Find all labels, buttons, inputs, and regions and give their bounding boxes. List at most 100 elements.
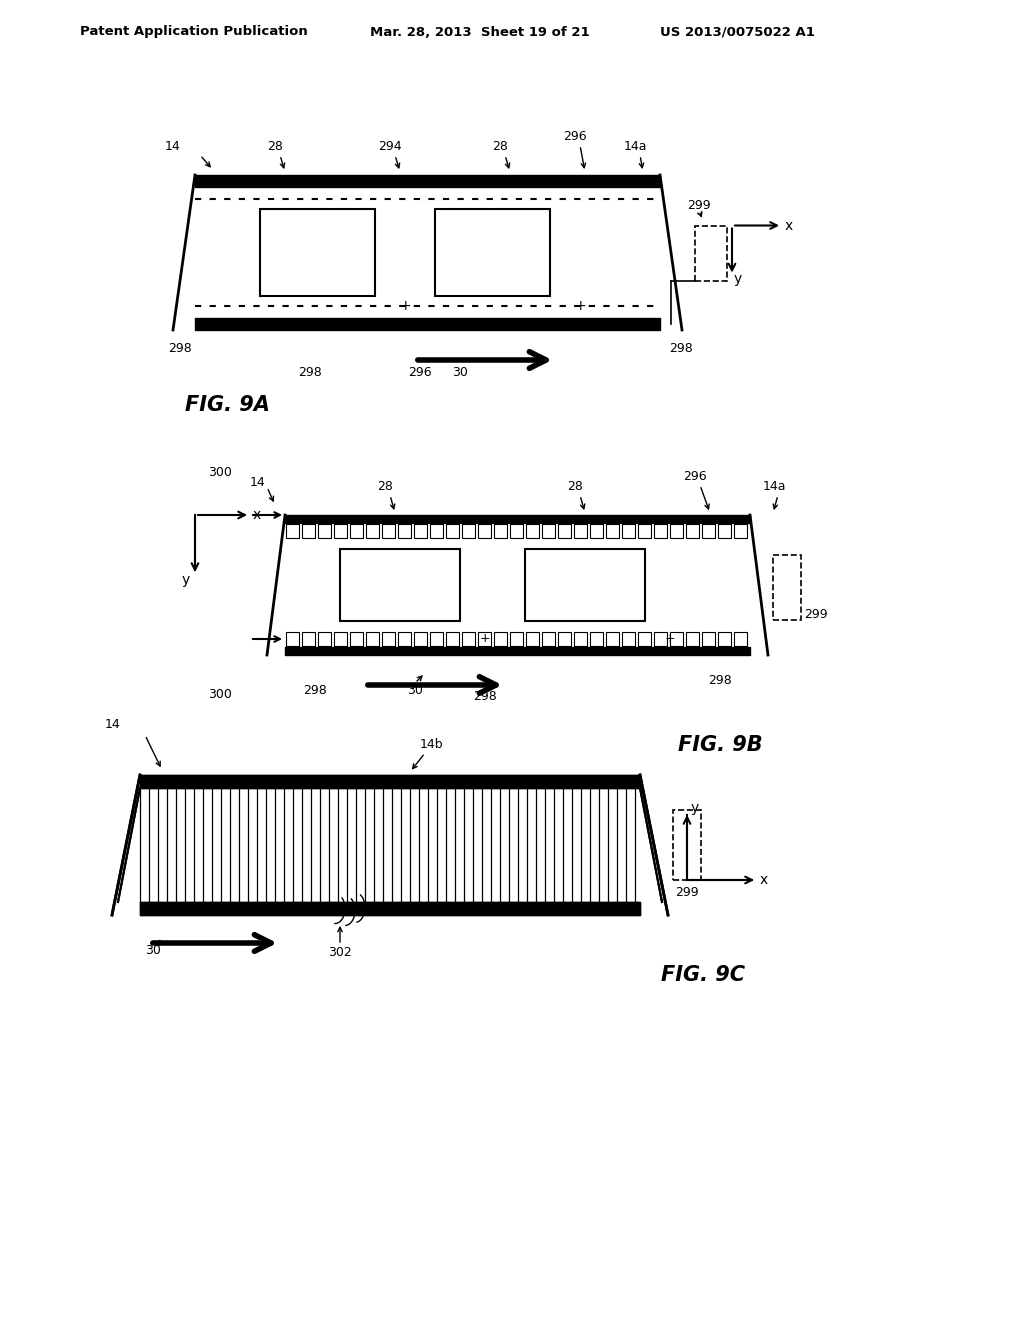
Text: y: y bbox=[181, 573, 190, 587]
Bar bbox=[702, 632, 715, 645]
Text: 300: 300 bbox=[208, 466, 232, 479]
Bar bbox=[398, 632, 411, 645]
Text: 28: 28 bbox=[493, 140, 508, 153]
Text: 30: 30 bbox=[145, 944, 161, 957]
Bar bbox=[414, 524, 427, 539]
Bar bbox=[702, 524, 715, 539]
Text: 14a: 14a bbox=[624, 140, 647, 153]
Bar bbox=[462, 524, 475, 539]
Bar bbox=[398, 524, 411, 539]
Text: FIG. 9A: FIG. 9A bbox=[185, 395, 270, 414]
Bar bbox=[302, 524, 315, 539]
Bar bbox=[622, 632, 635, 645]
Text: x: x bbox=[253, 508, 261, 521]
Bar bbox=[350, 524, 362, 539]
Text: FIG. 9C: FIG. 9C bbox=[660, 965, 745, 985]
Text: 299: 299 bbox=[687, 199, 711, 213]
Text: y: y bbox=[691, 801, 699, 814]
Bar bbox=[670, 524, 683, 539]
Bar bbox=[718, 524, 731, 539]
Bar bbox=[302, 632, 315, 645]
Bar bbox=[542, 632, 555, 645]
Bar bbox=[654, 524, 667, 539]
Text: 298: 298 bbox=[669, 342, 693, 355]
Bar bbox=[366, 524, 379, 539]
Text: 294: 294 bbox=[378, 140, 401, 153]
Text: +: + bbox=[479, 632, 490, 645]
Bar bbox=[430, 632, 443, 645]
Bar bbox=[558, 632, 571, 645]
Text: x: x bbox=[760, 873, 768, 887]
Bar bbox=[382, 524, 395, 539]
Polygon shape bbox=[640, 775, 668, 915]
Bar bbox=[526, 524, 539, 539]
Bar bbox=[430, 524, 443, 539]
Text: 299: 299 bbox=[804, 609, 827, 622]
Bar bbox=[686, 524, 699, 539]
Bar bbox=[574, 632, 587, 645]
Text: 296: 296 bbox=[409, 366, 432, 379]
Text: Mar. 28, 2013  Sheet 19 of 21: Mar. 28, 2013 Sheet 19 of 21 bbox=[370, 25, 590, 38]
Text: 14: 14 bbox=[104, 718, 120, 731]
Bar bbox=[734, 524, 746, 539]
Text: x: x bbox=[785, 219, 794, 232]
Text: 300: 300 bbox=[208, 689, 232, 701]
Bar bbox=[334, 632, 347, 645]
Bar bbox=[334, 524, 347, 539]
Bar bbox=[318, 632, 331, 645]
Bar bbox=[525, 549, 645, 620]
Bar bbox=[286, 524, 299, 539]
Text: 299: 299 bbox=[675, 886, 698, 899]
Bar bbox=[670, 632, 683, 645]
Bar bbox=[638, 524, 651, 539]
Text: 28: 28 bbox=[267, 140, 283, 153]
Text: 298: 298 bbox=[298, 366, 322, 379]
Bar bbox=[494, 632, 507, 645]
Bar bbox=[350, 632, 362, 645]
Text: 296: 296 bbox=[563, 131, 587, 144]
Bar bbox=[318, 524, 331, 539]
Bar bbox=[478, 524, 490, 539]
Text: 28: 28 bbox=[377, 480, 393, 494]
Bar bbox=[673, 810, 701, 880]
Text: 30: 30 bbox=[408, 684, 423, 697]
Text: 14: 14 bbox=[164, 140, 180, 153]
Text: 298: 298 bbox=[168, 342, 191, 355]
Text: 302: 302 bbox=[328, 946, 352, 960]
Bar bbox=[366, 632, 379, 645]
Text: 14: 14 bbox=[250, 477, 266, 490]
Text: 14a: 14a bbox=[763, 480, 786, 494]
Text: 298: 298 bbox=[303, 684, 327, 697]
Text: 298: 298 bbox=[473, 690, 497, 704]
Bar bbox=[494, 524, 507, 539]
Text: y: y bbox=[734, 272, 742, 285]
Text: 30: 30 bbox=[452, 366, 468, 379]
Bar bbox=[510, 524, 523, 539]
Bar bbox=[526, 632, 539, 645]
Bar bbox=[340, 549, 460, 620]
Bar bbox=[542, 524, 555, 539]
Bar bbox=[590, 632, 603, 645]
Text: 28: 28 bbox=[567, 480, 583, 494]
Text: Patent Application Publication: Patent Application Publication bbox=[80, 25, 308, 38]
Bar bbox=[695, 226, 727, 281]
Bar bbox=[734, 632, 746, 645]
Bar bbox=[686, 632, 699, 645]
Text: 14b: 14b bbox=[420, 738, 443, 751]
Text: +: + bbox=[665, 632, 675, 645]
Bar bbox=[382, 632, 395, 645]
Bar bbox=[286, 632, 299, 645]
Bar bbox=[446, 632, 459, 645]
Bar bbox=[590, 524, 603, 539]
Bar bbox=[718, 632, 731, 645]
Bar bbox=[574, 524, 587, 539]
Polygon shape bbox=[112, 775, 140, 915]
Bar bbox=[558, 524, 571, 539]
Bar bbox=[414, 632, 427, 645]
Text: FIG. 9B: FIG. 9B bbox=[678, 735, 762, 755]
Text: +: + bbox=[399, 300, 411, 313]
Bar bbox=[773, 554, 801, 620]
Bar bbox=[622, 524, 635, 539]
Bar bbox=[446, 524, 459, 539]
Text: +: + bbox=[574, 300, 586, 313]
